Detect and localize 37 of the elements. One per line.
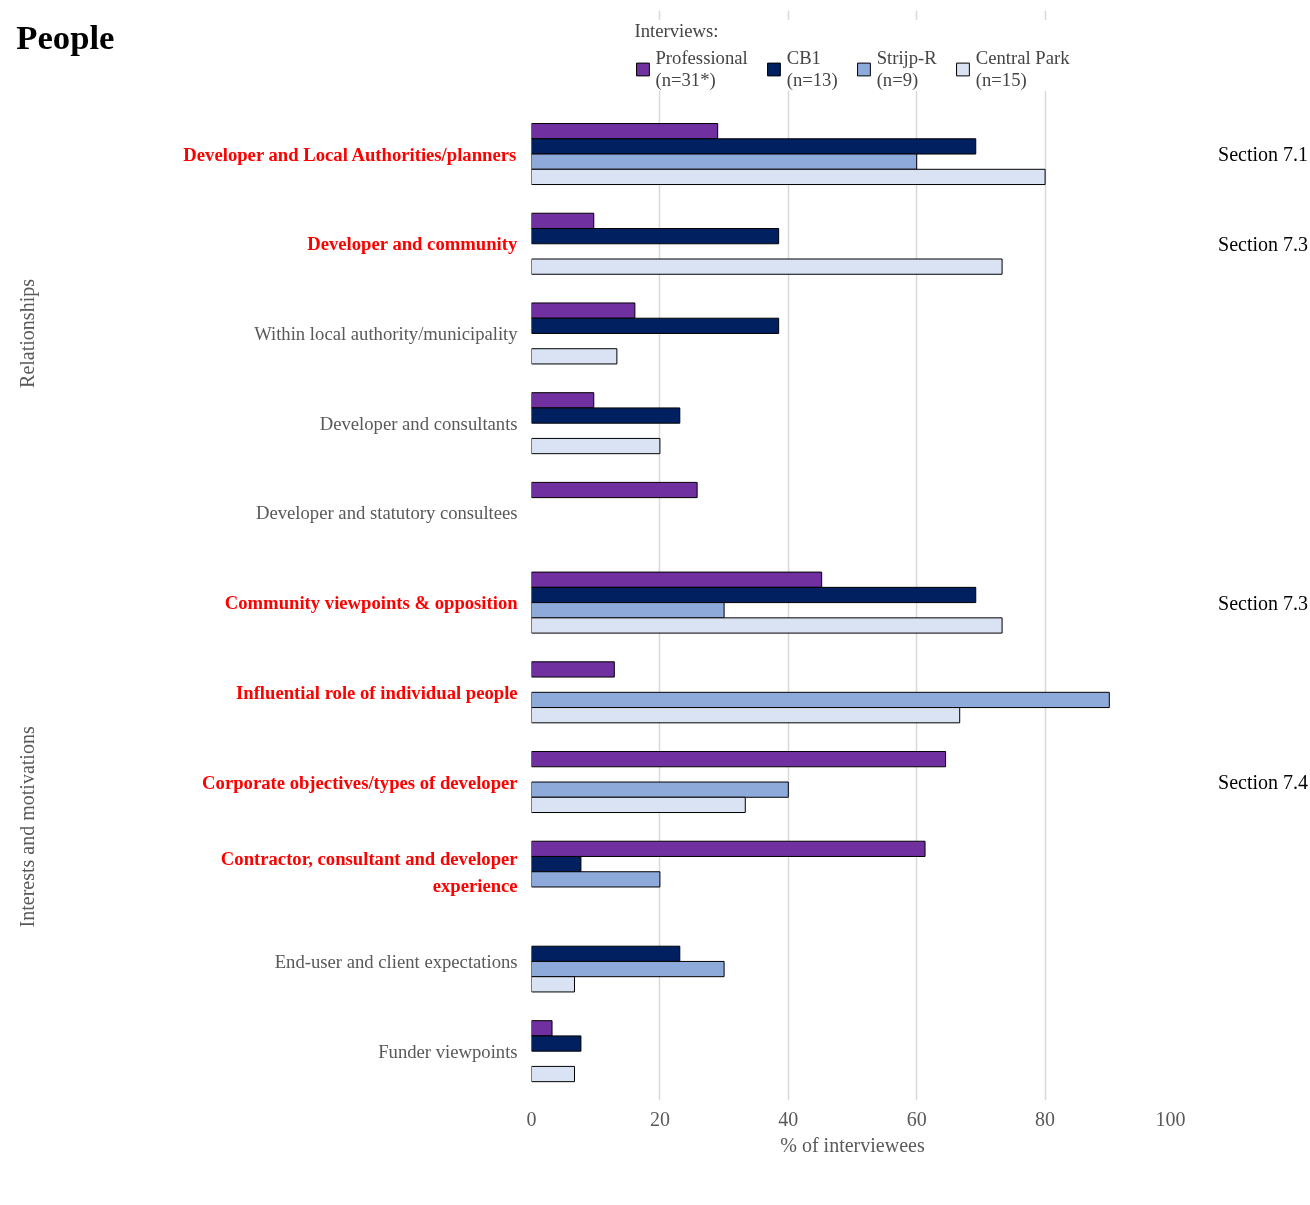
text: Section 7.1	[1218, 143, 1309, 166]
x-tick-label: 40	[778, 1107, 799, 1130]
x-axis-title: % of interviewees	[780, 1133, 925, 1156]
legend-label: Strijp-R (n=9)	[876, 47, 937, 91]
legend-label: Central Park (n=15)	[975, 47, 1070, 91]
x-tick-label: 20	[649, 1107, 670, 1130]
y-tick-label: Funder viewpoints	[378, 1040, 518, 1062]
bar	[531, 481, 698, 499]
y-tick-label: Developer and consultants	[319, 412, 518, 434]
x-tick-label: 60	[906, 1107, 927, 1130]
bar	[531, 348, 618, 365]
bar	[531, 258, 1003, 275]
legend-label: Professional (n=31*)	[655, 47, 748, 91]
text: Relationships	[15, 278, 39, 388]
y-tick-label: End-user and client expectations	[274, 950, 518, 972]
y-tick-label: Influential role of individual people	[236, 681, 518, 703]
text: Interests and motivations	[15, 726, 38, 928]
bar	[531, 661, 615, 678]
legend-title: Interviews:	[634, 20, 720, 42]
bar	[531, 751, 947, 768]
y-tick-label: Contractor, consultant and developer experience	[220, 847, 518, 896]
text: Section 7.3	[1218, 591, 1309, 614]
y-tick-label: Community viewpoints & opposition	[224, 592, 519, 614]
bar	[531, 1065, 576, 1083]
x-tick-label: 0	[526, 1107, 537, 1130]
bar	[531, 437, 661, 455]
legend-label: CB1 (n=13)	[786, 47, 838, 91]
text: People	[16, 18, 115, 57]
y-tick-label: Corporate objectives/types of developer	[202, 771, 518, 793]
text: Section 7.3	[1218, 232, 1309, 255]
y-tick-label: Developer and statutory consultees	[256, 502, 518, 524]
y-tick-label: Within local authority/municipality	[254, 322, 519, 344]
y-tick-label: Developer and community	[307, 233, 518, 255]
y-tick-label: Developer and Local Authorities/planners	[183, 143, 517, 165]
text: Section 7.4	[1218, 771, 1309, 794]
x-tick-label: 80	[1035, 1107, 1056, 1130]
x-tick-label: 100	[1155, 1107, 1186, 1130]
